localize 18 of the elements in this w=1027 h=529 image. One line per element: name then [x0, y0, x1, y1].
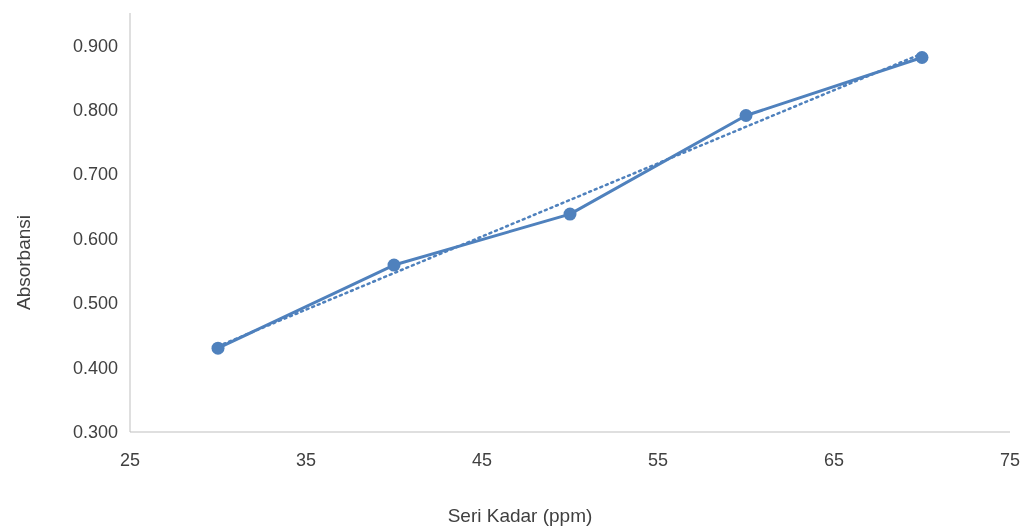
- x-tick-label: 65: [823, 450, 845, 470]
- x-tick-label: 25: [119, 450, 141, 470]
- y-tick-label: 0.500: [72, 293, 118, 314]
- x-tick-label: 75: [999, 450, 1021, 470]
- x-tick-label: 55: [647, 450, 669, 470]
- y-axis-title: Absorbansi: [13, 214, 34, 311]
- y-tick-label: 0.700: [72, 164, 118, 185]
- x-tick-label: 45: [471, 450, 493, 470]
- y-tick-label: 0.400: [72, 357, 118, 378]
- point: [563, 207, 577, 221]
- point: [739, 108, 753, 122]
- point: [387, 258, 401, 272]
- y-tick-label: 0.300: [72, 422, 118, 443]
- y-tick-label: 0.800: [72, 99, 118, 120]
- y-tick-label: 0.600: [72, 228, 118, 249]
- y-tick-label: 0.900: [72, 35, 118, 56]
- x-tick-label: 35: [295, 450, 317, 470]
- x-axis-title: Seri Kadar (ppm): [447, 505, 593, 526]
